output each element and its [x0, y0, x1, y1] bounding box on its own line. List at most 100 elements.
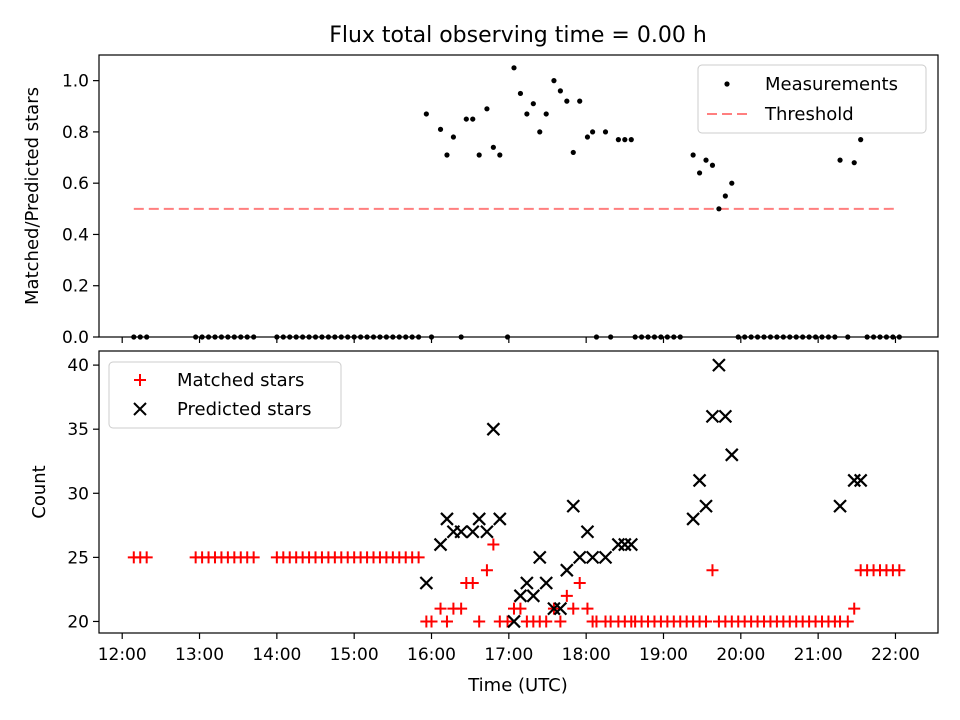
predicted-star-point — [454, 524, 468, 539]
matched-star-point — [140, 551, 153, 564]
measurement-point — [551, 78, 557, 84]
measurement-point — [622, 137, 628, 143]
predicted-star-point — [472, 512, 486, 526]
measurement-point — [530, 101, 536, 107]
predicted-star-point — [718, 409, 733, 424]
measurement-point — [476, 152, 482, 158]
x-tick-label: 19:00 — [639, 645, 688, 665]
predicted-stars-legend-label: Predicted stars — [177, 399, 311, 420]
predicted-star-point — [553, 601, 568, 616]
x-tick-label: 20:00 — [716, 645, 765, 665]
predicted-star-point — [624, 537, 639, 552]
measurement-point — [709, 162, 716, 168]
predicted-star-point — [520, 576, 534, 590]
predicted-star-point — [598, 550, 613, 565]
bottom-y-tick-label: 20 — [67, 612, 89, 632]
measurement-point — [543, 111, 549, 117]
predicted-star-point — [699, 499, 713, 513]
bottom-y-tick-label: 25 — [67, 548, 89, 568]
x-tick-label: 18:00 — [562, 645, 611, 665]
bottom-plot-frame — [98, 350, 939, 634]
predicted-stars-legend-marker — [133, 402, 147, 416]
measurement-point — [444, 152, 450, 158]
matched-star-point — [440, 615, 453, 628]
predicted-star-point — [712, 358, 726, 372]
measurement-point — [557, 88, 563, 94]
measurement-point — [570, 149, 576, 156]
matched-star-point — [480, 564, 493, 577]
matched-star-point — [554, 615, 567, 628]
predicted-star-point — [572, 550, 587, 565]
predicted-star-point — [847, 473, 862, 488]
matched-star-point — [514, 602, 527, 615]
measurement-point — [511, 65, 517, 71]
x-tick-label: 13:00 — [175, 645, 224, 665]
matched-star-point — [581, 602, 594, 615]
bottom-panel: 20 25 30 35 40 12:00 13:00 14:00 15:00 16:00 17:00… — [29, 350, 939, 696]
matched-star-point — [466, 577, 479, 590]
measurement-point — [490, 144, 496, 150]
bottom-y-axis-label: Count — [29, 465, 50, 518]
measurements-legend-label: Measurements — [765, 74, 898, 95]
matched-star-point — [473, 615, 486, 628]
bottom-ticks: 20 25 30 35 40 12:00 13:00 14:00 15:00 16:00 17:00… — [67, 356, 920, 665]
predicted-star-point — [618, 537, 632, 552]
figure-title: Flux total observing time = 0.00 h — [329, 23, 707, 48]
bottom-y-tick-label: 35 — [67, 420, 89, 440]
measurement-point — [463, 116, 469, 122]
predicted-star-point — [486, 422, 501, 436]
matched-star-point — [455, 602, 468, 615]
measurement-point — [497, 152, 503, 158]
x-tick-label: 17:00 — [484, 645, 533, 665]
predicted-star-point — [853, 473, 868, 488]
predicted-star-point — [692, 473, 707, 488]
matched-star-point — [247, 551, 260, 564]
predicted-star-point — [465, 524, 480, 539]
measurements-legend-marker — [724, 81, 730, 87]
matched-star-point — [425, 615, 438, 628]
matched-star-point — [848, 602, 861, 615]
predicted-star-point — [585, 550, 600, 565]
predicted-star-point — [440, 512, 454, 526]
x-tick-label: 22:00 — [871, 645, 920, 665]
bottom-y-tick-label: 30 — [67, 484, 89, 504]
predicted-star-point — [566, 499, 581, 513]
measurement-point — [484, 106, 490, 112]
top-y-tick-label: 0.0 — [62, 328, 89, 348]
predicted-star-point — [833, 499, 847, 513]
top-y-tick-label: 0.8 — [62, 123, 89, 143]
measurement-point — [577, 98, 583, 104]
measurement-point — [851, 160, 857, 166]
matched-stars-points — [127, 538, 906, 628]
matched-star-point — [706, 564, 719, 577]
matched-star-point — [560, 589, 573, 602]
predicted-star-point — [419, 576, 434, 590]
predicted-star-point — [705, 409, 720, 424]
measurement-point — [470, 116, 476, 122]
measurement-point — [690, 152, 696, 158]
x-tick-label: 15:00 — [330, 645, 379, 665]
top-legend-box — [697, 64, 927, 134]
threshold-legend-label: Threshold — [764, 104, 854, 125]
measurement-point — [858, 137, 864, 143]
measurement-point — [590, 129, 596, 135]
bottom-legend: Matched stars Predicted stars — [108, 361, 342, 429]
matched-star-point — [567, 602, 580, 615]
bottom-y-tick-label: 40 — [67, 356, 89, 376]
predicted-star-point — [513, 589, 528, 603]
matched-star-point — [501, 615, 514, 628]
predicted-star-point — [433, 537, 448, 552]
x-tick-label: 14:00 — [252, 645, 301, 665]
predicted-star-point — [547, 601, 561, 616]
measurement-point — [437, 126, 444, 132]
x-axis-label: Time (UTC) — [467, 675, 568, 696]
predicted-star-point — [507, 614, 521, 629]
predicted-star-point — [725, 448, 739, 462]
predicted-stars-points — [419, 358, 868, 629]
measurement-point — [628, 137, 634, 143]
predicted-star-point — [532, 550, 547, 565]
measurement-point — [703, 157, 709, 163]
top-panel: 0.0 0.2 0.4 0.6 0.8 1.0 Matched/Predicted sta… — [22, 54, 939, 348]
measurement-point — [524, 111, 530, 117]
